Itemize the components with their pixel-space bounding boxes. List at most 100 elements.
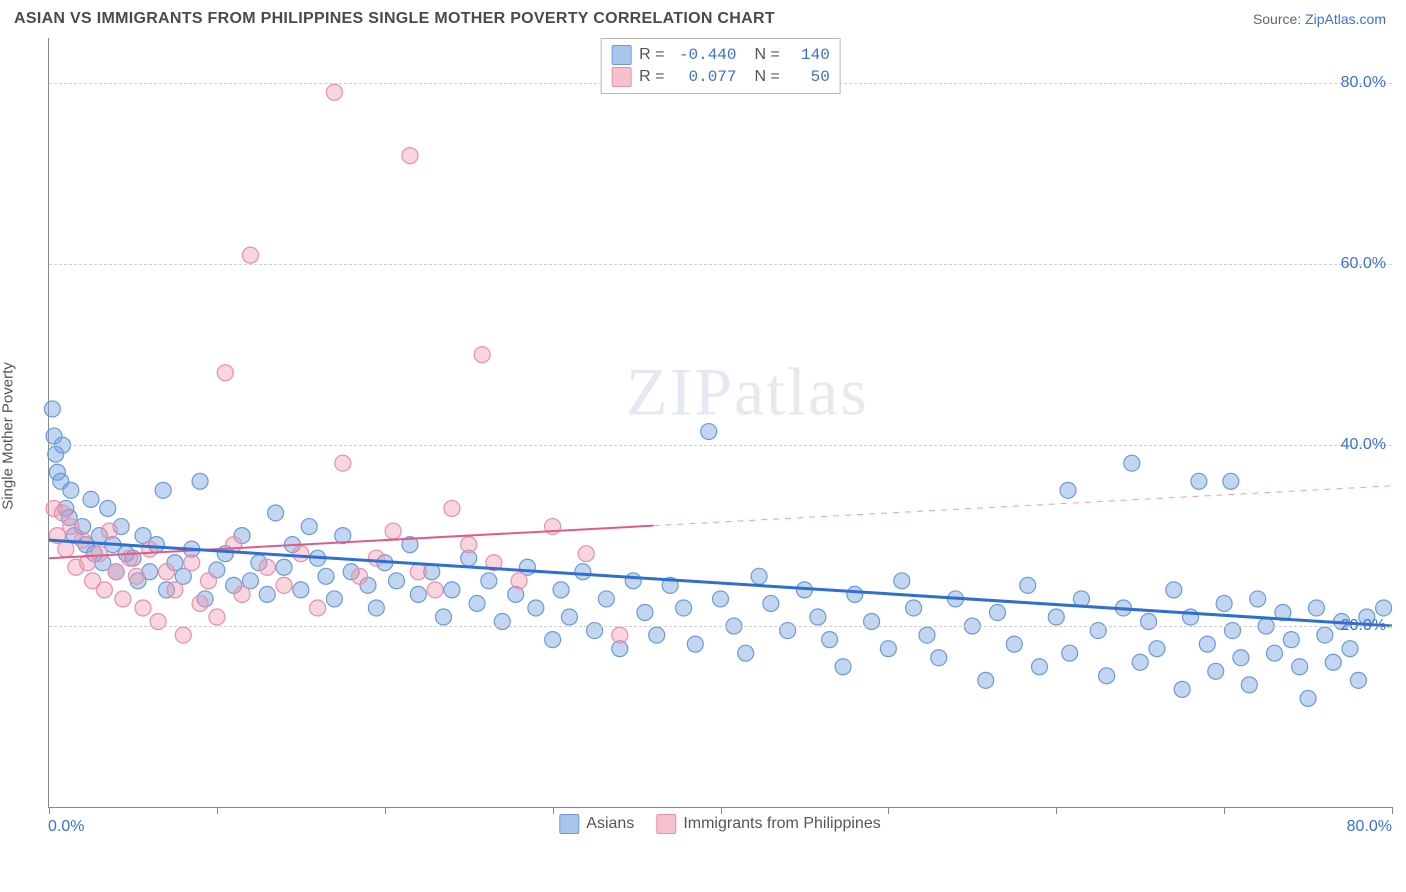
data-point	[1132, 654, 1148, 670]
data-point	[242, 247, 258, 263]
trend-line-extrapolated	[653, 486, 1392, 526]
data-point	[276, 577, 292, 593]
source-link[interactable]: ZipAtlas.com	[1305, 11, 1386, 27]
data-point	[701, 424, 717, 440]
data-point	[259, 586, 275, 602]
data-point	[142, 541, 158, 557]
stat-r-value: -0.440	[673, 46, 737, 64]
data-point	[150, 614, 166, 630]
data-point	[276, 559, 292, 575]
data-point	[159, 564, 175, 580]
data-point	[293, 546, 309, 562]
stat-r-value: 0.077	[673, 68, 737, 86]
stat-n-label: N =	[755, 46, 780, 64]
data-point	[83, 491, 99, 507]
data-point	[402, 148, 418, 164]
data-point	[1191, 473, 1207, 489]
data-point	[209, 609, 225, 625]
data-point	[763, 595, 779, 611]
data-point	[100, 500, 116, 516]
legend-label: Immigrants from Philippines	[683, 815, 880, 833]
data-point	[919, 627, 935, 643]
data-point	[575, 564, 591, 580]
data-point	[578, 546, 594, 562]
data-point	[1031, 659, 1047, 675]
data-point	[1292, 659, 1308, 675]
data-point	[738, 645, 754, 661]
data-point	[192, 595, 208, 611]
data-point	[637, 604, 653, 620]
stat-n-value: 140	[788, 46, 830, 64]
data-point	[1048, 609, 1064, 625]
y-tick-label: 20.0%	[1341, 617, 1386, 635]
data-point	[906, 600, 922, 616]
legend-label: Asians	[586, 815, 634, 833]
data-point	[1241, 677, 1257, 693]
series-legend: Asians Immigrants from Philippines	[559, 814, 880, 834]
gridline	[49, 445, 1392, 446]
data-point	[135, 600, 151, 616]
data-point	[1342, 641, 1358, 657]
scatter-plot: ZIPatlas R =-0.440N =140R =0.077N =50 20…	[48, 38, 1392, 808]
data-point	[1325, 654, 1341, 670]
source-prefix: Source:	[1253, 11, 1305, 27]
data-point	[200, 573, 216, 589]
data-point	[511, 573, 527, 589]
stats-row: R =0.077N =50	[611, 66, 830, 88]
data-point	[989, 604, 1005, 620]
data-point	[1208, 663, 1224, 679]
data-point	[1216, 595, 1232, 611]
data-point	[880, 641, 896, 657]
source-attribution: Source: ZipAtlas.com	[1253, 11, 1386, 27]
plot-svg	[49, 38, 1392, 807]
data-point	[461, 537, 477, 553]
data-point	[96, 582, 112, 598]
data-point	[1233, 650, 1249, 666]
data-point	[481, 573, 497, 589]
data-point	[1266, 645, 1282, 661]
data-point	[63, 482, 79, 498]
data-point	[75, 532, 91, 548]
data-point	[44, 401, 60, 417]
data-point	[389, 573, 405, 589]
x-axis-labels: 0.0% AsiansImmigrants from Philippines 8…	[48, 808, 1392, 834]
data-point	[444, 500, 460, 516]
data-point	[410, 564, 426, 580]
data-point	[1223, 473, 1239, 489]
data-point	[234, 586, 250, 602]
data-point	[1141, 614, 1157, 630]
data-point	[427, 582, 443, 598]
chart-title: ASIAN VS IMMIGRANTS FROM PHILIPPINES SIN…	[14, 10, 775, 28]
data-point	[167, 582, 183, 598]
y-tick-label: 60.0%	[1341, 255, 1386, 273]
legend-swatch	[611, 67, 631, 87]
x-axis-min-label: 0.0%	[48, 818, 84, 836]
data-point	[444, 582, 460, 598]
data-point	[931, 650, 947, 666]
data-point	[1250, 591, 1266, 607]
data-point	[598, 591, 614, 607]
data-point	[528, 600, 544, 616]
data-point	[864, 614, 880, 630]
data-point	[894, 573, 910, 589]
data-point	[545, 632, 561, 648]
data-point	[810, 609, 826, 625]
y-tick-label: 80.0%	[1341, 74, 1386, 92]
data-point	[1225, 623, 1241, 639]
stat-r-label: R =	[639, 68, 664, 86]
data-point	[751, 568, 767, 584]
data-point	[268, 505, 284, 521]
data-point	[780, 623, 796, 639]
data-point	[1308, 600, 1324, 616]
data-point	[687, 636, 703, 652]
data-point	[1174, 681, 1190, 697]
correlation-stats-box: R =-0.440N =140R =0.077N =50	[600, 38, 841, 94]
legend-item: Asians	[559, 814, 634, 834]
data-point	[184, 555, 200, 571]
data-point	[1124, 455, 1140, 471]
data-point	[676, 600, 692, 616]
data-point	[192, 473, 208, 489]
data-point	[587, 623, 603, 639]
data-point	[352, 568, 368, 584]
legend-item: Immigrants from Philippines	[656, 814, 880, 834]
